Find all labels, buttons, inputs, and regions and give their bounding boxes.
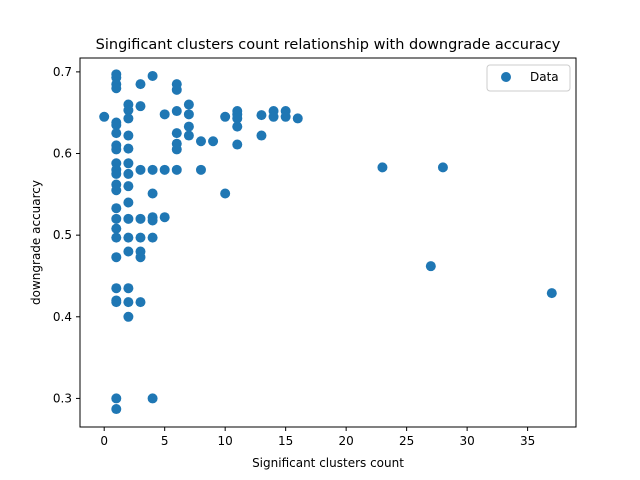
data-point — [111, 203, 122, 214]
y-tick-label: 0.3 — [53, 391, 72, 405]
data-point — [135, 213, 146, 224]
data-point — [123, 143, 134, 154]
data-point — [232, 121, 243, 132]
data-point — [123, 232, 134, 243]
data-point — [135, 297, 146, 308]
data-point — [147, 393, 158, 404]
data-point — [111, 213, 122, 224]
data-point — [123, 113, 134, 124]
data-point — [268, 111, 279, 122]
data-point — [256, 110, 267, 121]
data-point — [183, 130, 194, 141]
y-axis-ticks: 0.3 0.4 0.5 0.6 0.7 — [53, 65, 80, 405]
data-point — [171, 106, 182, 117]
data-point — [220, 188, 231, 199]
data-point — [123, 297, 134, 308]
y-tick-label: 0.6 — [53, 147, 72, 161]
y-tick-label: 0.4 — [53, 310, 72, 324]
x-axis-ticks: 0 5 10 15 20 25 30 35 — [100, 427, 535, 448]
legend-box — [486, 64, 571, 92]
chart-title: Singificant clusters count relationship … — [96, 37, 561, 53]
data-point — [232, 113, 243, 124]
data-point — [111, 168, 122, 179]
x-tick-label: 10 — [218, 434, 233, 448]
legend-marker — [501, 72, 511, 82]
data-point — [111, 83, 122, 94]
data-point — [123, 168, 134, 179]
data-point — [147, 215, 158, 226]
data-point — [195, 164, 206, 175]
data-point — [183, 109, 194, 120]
data-point — [147, 70, 158, 81]
data-point — [123, 197, 134, 208]
data-point — [171, 128, 182, 139]
x-tick-label: 0 — [100, 434, 108, 448]
y-tick-label: 0.7 — [53, 65, 72, 79]
data-point — [111, 252, 122, 263]
data-point — [123, 130, 134, 141]
data-point — [123, 283, 134, 294]
data-point — [171, 144, 182, 155]
x-tick-label: 15 — [278, 434, 293, 448]
legend-label: Data — [530, 70, 559, 84]
data-point — [123, 311, 134, 322]
data-point — [546, 288, 557, 299]
data-point — [111, 393, 122, 404]
data-point — [111, 283, 122, 294]
data-point — [220, 111, 231, 122]
data-point — [171, 164, 182, 175]
legend: Data — [486, 64, 571, 92]
data-point — [123, 158, 134, 169]
data-point — [111, 223, 122, 234]
data-point — [135, 101, 146, 112]
data-point — [111, 404, 122, 415]
x-tick-label: 25 — [399, 434, 414, 448]
data-point — [377, 162, 388, 173]
data-point — [232, 139, 243, 150]
data-point — [111, 232, 122, 243]
x-tick-label: 35 — [520, 434, 535, 448]
x-axis-label: Significant clusters count — [252, 456, 404, 470]
data-point — [111, 185, 122, 196]
data-point — [292, 113, 303, 124]
x-tick-label: 30 — [459, 434, 474, 448]
data-point — [195, 136, 206, 147]
data-point — [256, 130, 267, 141]
data-point — [111, 128, 122, 139]
y-axis-label: downgrade accuarcy — [29, 180, 43, 305]
data-point — [123, 246, 134, 257]
data-point — [171, 84, 182, 95]
data-point — [135, 79, 146, 90]
data-point — [208, 136, 219, 147]
data-point — [159, 164, 170, 175]
data-point — [123, 213, 134, 224]
data-point — [183, 99, 194, 110]
plot-frame — [79, 57, 577, 428]
x-tick-label: 5 — [161, 434, 169, 448]
data-point — [111, 144, 122, 155]
data-point — [111, 297, 122, 308]
data-point — [99, 111, 110, 122]
data-point — [135, 164, 146, 175]
data-point — [147, 188, 158, 199]
data-points — [99, 69, 557, 415]
y-tick-label: 0.5 — [53, 228, 72, 242]
data-point — [123, 181, 134, 192]
data-point — [159, 109, 170, 120]
data-point — [135, 232, 146, 243]
data-point — [280, 111, 291, 122]
data-point — [425, 261, 436, 272]
data-point — [135, 252, 146, 263]
data-point — [159, 212, 170, 223]
x-tick-label: 20 — [339, 434, 354, 448]
data-point — [437, 162, 448, 173]
data-point — [183, 121, 194, 132]
data-point — [123, 105, 134, 116]
data-point — [147, 164, 158, 175]
data-point — [111, 119, 122, 130]
data-point — [147, 232, 158, 243]
